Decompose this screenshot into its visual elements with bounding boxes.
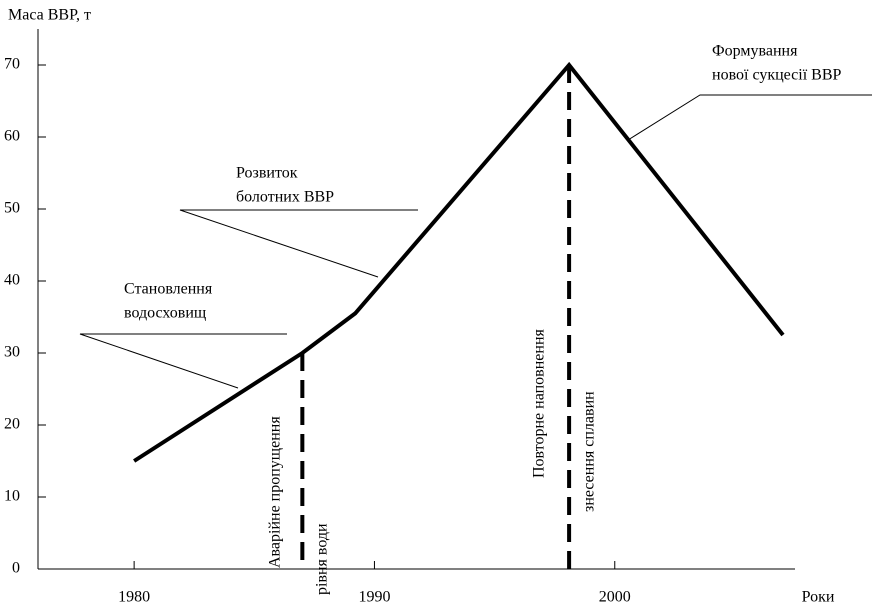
x-axis-label: Роки — [802, 589, 835, 606]
annotation: Аварійне пропущення — [267, 416, 284, 568]
annotation: Становлення — [124, 281, 213, 298]
leader-line — [79, 333, 287, 389]
x-tick-label: 1980 — [118, 589, 150, 606]
annotation: нової сукцесії ВВР — [712, 67, 842, 84]
y-tick-label: 30 — [4, 344, 20, 361]
annotation: Повторне наповнення — [531, 328, 548, 478]
y-tick-label: 70 — [4, 56, 20, 73]
y-axis-label: Маса ВВР, т — [8, 7, 91, 24]
y-tick-label: 50 — [4, 200, 20, 217]
x-tick-label: 1990 — [358, 589, 390, 606]
annotation: знесення сплавин — [581, 391, 598, 512]
y-tick-label: 0 — [12, 560, 20, 577]
leader-line — [179, 209, 418, 278]
y-tick-label: 60 — [4, 128, 20, 145]
annotation: болотних ВВР — [236, 189, 334, 206]
y-tick-label: 10 — [4, 488, 20, 505]
leader-line — [627, 94, 872, 141]
data-line — [133, 61, 785, 463]
y-tick-label: 40 — [4, 272, 20, 289]
annotation: Розвиток — [236, 165, 298, 182]
y-tick-label: 20 — [4, 416, 20, 433]
annotation: рівня води — [314, 523, 331, 595]
leader-lines — [79, 94, 872, 389]
annotation: водосховищ — [124, 305, 206, 322]
annotation: Формування — [712, 43, 798, 60]
x-tick-label: 2000 — [599, 589, 631, 606]
